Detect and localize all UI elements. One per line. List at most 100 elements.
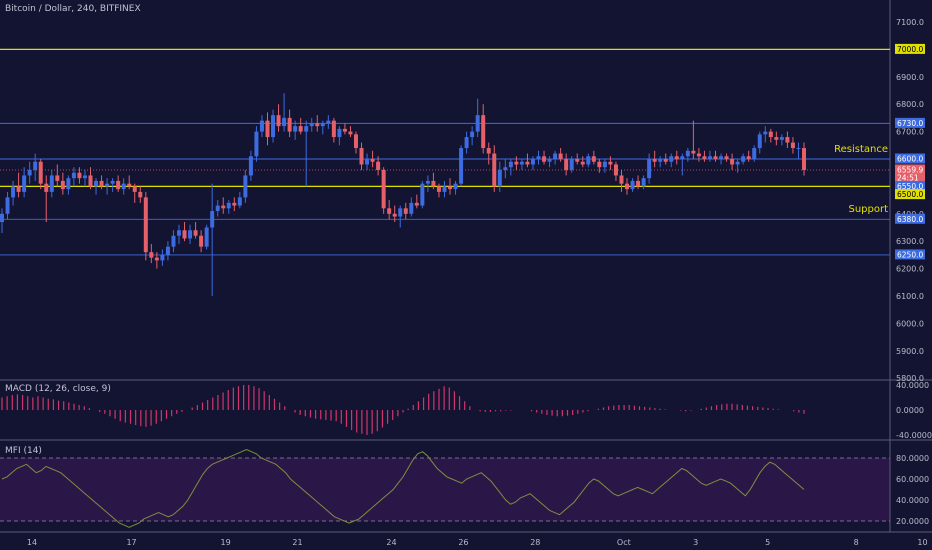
candle-body	[149, 252, 154, 258]
candle-body	[525, 161, 530, 165]
candle-body	[66, 178, 71, 190]
price-badge[interactable]	[895, 180, 925, 191]
time-tick-label: 17	[126, 538, 136, 547]
candle-body	[647, 159, 652, 179]
candle-body	[519, 161, 524, 165]
candle-body	[243, 175, 248, 198]
candle-body	[558, 153, 563, 159]
candle-body	[613, 164, 618, 176]
time-tick-label: 24	[386, 538, 396, 547]
candle-body	[453, 183, 458, 190]
price-badge[interactable]	[895, 117, 925, 128]
price-tick-label: 6200.0	[896, 265, 924, 274]
candle-body	[110, 180, 115, 184]
price-badge[interactable]	[895, 213, 925, 224]
candle-body	[459, 148, 464, 184]
candle-body	[724, 156, 729, 159]
candle-body	[105, 183, 110, 187]
price-badge[interactable]	[895, 189, 925, 200]
candle-body	[11, 186, 16, 198]
price-badge-text: 7000.0	[897, 45, 923, 54]
time-axis-panel[interactable]	[0, 532, 932, 550]
price-tick-label: 5800.0	[896, 374, 924, 383]
time-tick-label: 8	[854, 538, 859, 547]
candle-body	[674, 156, 679, 159]
candle-body	[5, 197, 10, 214]
time-tick-label: 10	[917, 538, 927, 547]
candle-body	[259, 120, 264, 132]
candle-body	[542, 156, 547, 162]
candle-body	[486, 148, 491, 154]
candle-body	[116, 180, 121, 190]
candle-body	[696, 153, 701, 157]
price-badge[interactable]	[895, 43, 925, 54]
candle-body	[226, 202, 231, 209]
price-badge-text: 6550.0	[897, 182, 923, 191]
candle-body	[293, 126, 298, 132]
candle-body	[774, 137, 779, 140]
annotation-resistance: Resistance	[834, 144, 888, 155]
price-badge[interactable]	[895, 249, 925, 260]
candle-body	[365, 159, 370, 165]
candle-body	[591, 156, 596, 162]
candle-body	[630, 180, 635, 190]
candle-body	[802, 148, 806, 170]
candle-body	[331, 120, 336, 138]
candle-body	[785, 137, 790, 143]
price-badge-text: 6600.0	[897, 155, 923, 164]
macd-label[interactable]: MACD (12, 26, close, 9)	[5, 384, 111, 394]
macd-pane[interactable]	[0, 380, 890, 440]
candle-body	[387, 208, 392, 214]
candle-body	[658, 159, 663, 162]
candle-body	[337, 128, 342, 138]
candle-body	[713, 156, 718, 159]
candle-body	[608, 161, 613, 165]
candle-body	[99, 180, 104, 187]
price-axis-panel[interactable]	[890, 0, 932, 532]
price-tick-label: 6700.0	[896, 128, 924, 137]
candle-body	[165, 246, 170, 255]
candle-body	[0, 213, 4, 223]
candle-body	[475, 115, 480, 132]
symbol-title[interactable]: Bitcoin / Dollar, 240, BITFINEX	[5, 4, 141, 14]
price-tick-label: 6000.0	[896, 319, 924, 328]
mfi-tick-label: 80.0000	[896, 454, 929, 463]
candle-body	[586, 156, 591, 165]
candle-body	[597, 161, 602, 168]
candle-body	[232, 202, 237, 206]
price-badge-text: 6730.0	[897, 119, 923, 128]
price-badge[interactable]	[895, 153, 925, 164]
candle-body	[287, 117, 292, 132]
price-badge[interactable]	[895, 172, 925, 183]
price-tick-label: 6900.0	[896, 73, 924, 82]
candle-body	[94, 180, 99, 187]
candle-body	[353, 134, 358, 149]
candle-body	[71, 172, 76, 179]
candle-body	[326, 120, 331, 124]
candle-body	[127, 183, 132, 187]
candle-body	[199, 235, 204, 247]
candle-body	[691, 150, 696, 154]
candle-body	[536, 156, 541, 159]
mfi-label[interactable]: MFI (14)	[5, 446, 42, 456]
candle-body	[580, 161, 585, 165]
candle-body	[376, 161, 381, 170]
mfi-tick-label: 20.0000	[896, 517, 929, 526]
candle-body	[88, 175, 93, 187]
price-tick-label: 5900.0	[896, 347, 924, 356]
candle-body	[33, 161, 38, 170]
candle-body	[685, 150, 690, 157]
price-tick-label: 6300.0	[896, 237, 924, 246]
candle-body	[564, 159, 569, 170]
candle-body	[414, 202, 419, 206]
candle-body	[254, 131, 259, 157]
candle-body	[82, 175, 87, 179]
candle-body	[392, 213, 397, 217]
candle-body	[132, 186, 137, 192]
candle-body	[790, 142, 795, 149]
candle-body	[420, 183, 425, 206]
time-tick-label: 14	[27, 538, 37, 547]
candle-body	[182, 230, 187, 239]
price-badge[interactable]	[895, 164, 925, 175]
